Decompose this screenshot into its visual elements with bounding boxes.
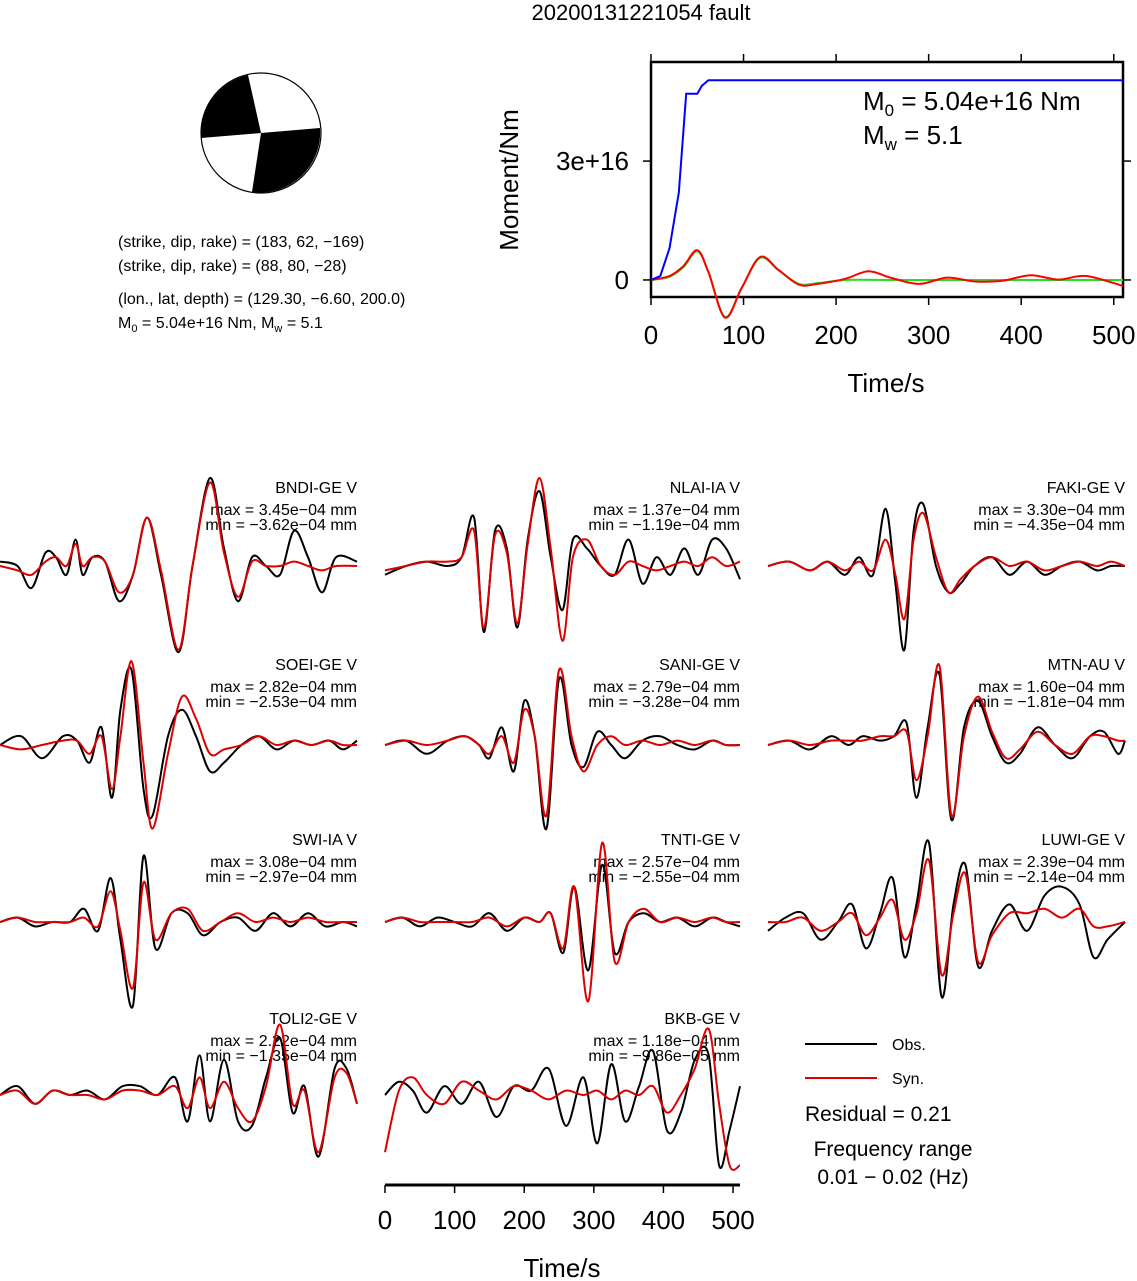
station-min: min = −1.81e−04 mm	[973, 694, 1125, 711]
waveform-xtick-label: 500	[711, 1205, 754, 1235]
residual-label: Residual = 0.21	[805, 1103, 952, 1126]
legend-obs-label: Obs.	[892, 1037, 926, 1054]
station-max: max = 3.45e−04 mm	[210, 502, 357, 519]
waveform-xtick-label: 0	[378, 1205, 392, 1235]
station-name: BKB-GE V	[664, 1011, 740, 1028]
station-name: TOLI2-GE V	[269, 1011, 357, 1028]
observed-trace	[384, 1045, 741, 1170]
station-name: TNTI-GE V	[661, 832, 740, 849]
station-name: FAKI-GE V	[1047, 480, 1126, 497]
synthetic-trace	[767, 663, 1126, 818]
magnitude-summary: M0 = 5.04e+16 Nm, Mw = 5.1	[118, 315, 323, 335]
station-name: SANI-GE V	[659, 657, 740, 674]
station-min: min = −3.28e−04 mm	[588, 694, 740, 711]
observed-trace	[767, 839, 1126, 999]
stf-axes: 0 100 200 300 400 500 0 3e+16	[556, 54, 1135, 350]
station-max: max = 1.37e−04 mm	[593, 502, 740, 519]
station-min: min = −1.35e−04 mm	[205, 1048, 357, 1065]
station-min: min = −2.97e−04 mm	[205, 869, 357, 886]
station-name: LUWI-GE V	[1041, 832, 1125, 849]
station-min: min = −4.35e−04 mm	[973, 517, 1125, 534]
hypocenter-location: (lon., lat, depth) = (129.30, −6.60, 200…	[118, 291, 405, 308]
stf-series	[650, 79, 1124, 319]
stf-mw-label: Mw = 5.1	[863, 120, 963, 154]
figure-title: 20200131221054 fault	[532, 0, 751, 25]
frequency-range-title: Frequency range	[814, 1138, 973, 1161]
waveform-xtick-label: 400	[642, 1205, 685, 1235]
synthetic-trace	[384, 1027, 741, 1171]
station-name: SWI-IA V	[292, 832, 357, 849]
station-max: max = 3.30e−04 mm	[978, 502, 1125, 519]
stf-xtick-label: 300	[907, 320, 950, 350]
stf-ytick-label: 3e+16	[556, 146, 629, 176]
station-min: min = −9.86e−05 mm	[588, 1048, 740, 1065]
station-max: max = 3.08e−04 mm	[210, 854, 357, 871]
station-name: BNDI-GE V	[275, 480, 357, 497]
stf-ytick-label: 0	[615, 265, 629, 295]
station-min: min = −2.53e−04 mm	[205, 694, 357, 711]
synthetic-trace	[0, 881, 357, 990]
waveform-xtick-label: 200	[503, 1205, 546, 1235]
legend-syn-label: Syn.	[892, 1071, 924, 1088]
frequency-range-value: 0.01 − 0.02 (Hz)	[817, 1166, 968, 1189]
stf-ylabel: Moment/Nm	[494, 109, 524, 251]
waveform-xlabel: Time/s	[523, 1253, 600, 1281]
station-max: max = 2.82e−04 mm	[210, 679, 357, 696]
nodal-plane-2: (strike, dip, rake) = (88, 80, −28)	[118, 258, 347, 275]
station-max: max = 2.39e−04 mm	[978, 854, 1125, 871]
nodal-plane-1: (strike, dip, rake) = (183, 62, −169)	[118, 234, 364, 251]
waveform-xtick-label: 100	[433, 1205, 476, 1235]
stf-series-cumulative-moment	[650, 79, 1123, 281]
stf-series-smoothed-moment-rate	[650, 250, 1123, 318]
stf-frame	[649, 60, 1125, 299]
beachball-compressional-quadrant-2	[252, 128, 321, 193]
station-name: NLAI-IA V	[670, 480, 741, 497]
stf-xtick-label: 200	[814, 320, 857, 350]
stf-xtick-label: 0	[644, 320, 658, 350]
stf-series-moment-rate	[650, 249, 1124, 319]
station-name: MTN-AU V	[1048, 657, 1126, 674]
waveform-xtick-label: 300	[572, 1205, 615, 1235]
synthetic-trace	[767, 511, 1126, 621]
stf-xtick-label: 100	[722, 320, 765, 350]
station-min: min = −2.14e−04 mm	[973, 869, 1125, 886]
station-name: SOEI-GE V	[275, 657, 357, 674]
stf-m0-label: M0 = 5.04e+16 Nm	[863, 86, 1081, 120]
synthetic-trace	[767, 858, 1126, 977]
stf-xtick-label: 500	[1092, 320, 1135, 350]
synthetic-trace	[384, 667, 741, 818]
station-min: min = −3.62e−04 mm	[205, 517, 357, 534]
legend: Obs. Syn. Residual = 0.21 Frequency rang…	[805, 1037, 972, 1189]
station-min: min = −2.55e−04 mm	[588, 869, 740, 886]
station-max: max = 1.60e−04 mm	[978, 679, 1125, 696]
station-min: min = −1.19e−04 mm	[588, 517, 740, 534]
station-max: max = 2.57e−04 mm	[593, 854, 740, 871]
synthetic-trace	[0, 481, 358, 651]
stf-xlabel: Time/s	[847, 368, 924, 398]
station-max: max = 2.79e−04 mm	[593, 679, 740, 696]
beachball	[200, 72, 322, 194]
synthetic-trace	[384, 476, 741, 642]
synthetic-trace	[0, 1023, 358, 1154]
synthetic-trace	[384, 841, 741, 1003]
waveform-time-axis: 0 100 200 300 400 500	[378, 1183, 755, 1235]
stf-xtick-label: 400	[1000, 320, 1043, 350]
synthetic-trace	[0, 660, 358, 830]
beachball-compressional-quadrant-1	[200, 75, 261, 138]
